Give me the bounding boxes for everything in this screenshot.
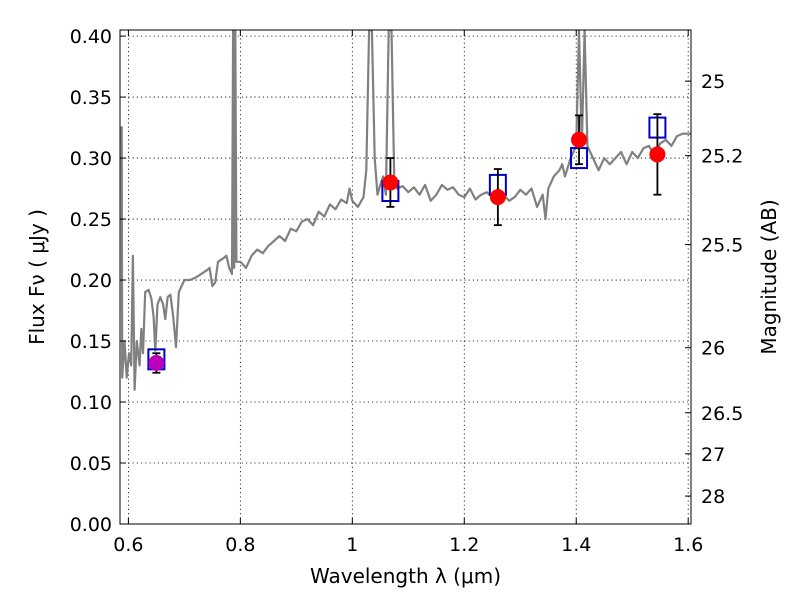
x-tick-label: 1.6 xyxy=(673,534,703,556)
y-tick-label: 0.10 xyxy=(70,392,112,414)
grid xyxy=(120,30,691,525)
observed-point xyxy=(148,354,165,371)
y-tick-label: 0.25 xyxy=(70,209,112,231)
y-axis-label: Flux Fν ( μJy ) xyxy=(25,209,49,345)
observed-point xyxy=(489,189,506,206)
y-tick-label: 0.20 xyxy=(70,270,112,292)
right-tick-label: 28 xyxy=(701,486,725,508)
x-axis-label: Wavelength λ (μm) xyxy=(310,564,501,588)
x-tick-label: 1 xyxy=(346,534,358,556)
observed-point xyxy=(571,131,588,148)
y-tick-label: 0.05 xyxy=(70,453,112,475)
right-tick-label: 25.2 xyxy=(701,146,743,168)
y-tick-label: 0.40 xyxy=(70,26,112,48)
x-tick-label: 1.4 xyxy=(561,534,591,556)
x-tick-label: 0.8 xyxy=(225,534,255,556)
right-tick-label: 25 xyxy=(701,71,725,93)
y-tick-label: 0.30 xyxy=(70,148,112,170)
right-tick-label: 25.5 xyxy=(701,235,743,257)
plot-frame xyxy=(119,29,692,525)
y-tick-label: 0.15 xyxy=(70,331,112,353)
plot-area xyxy=(120,30,691,391)
x-tick-label: 0.6 xyxy=(113,534,143,556)
x-tick-label: 1.2 xyxy=(449,534,479,556)
right-tick-label: 26.5 xyxy=(701,403,743,425)
observed-point xyxy=(382,174,399,191)
right-tick-label: 27 xyxy=(701,444,725,466)
observed-point xyxy=(649,146,666,163)
y-tick-label: 0.35 xyxy=(70,87,112,109)
spectrum-line xyxy=(120,30,691,391)
axes-ticks: 0.6 0.8 1 1.2 1.4 1.6 0.00 0.05 0.10 0.15 0.20 0.25… xyxy=(70,26,744,556)
right-axis-label: Magnitude (AB) xyxy=(757,199,781,354)
y-tick-label: 0.00 xyxy=(70,514,112,536)
right-tick-label: 26 xyxy=(701,338,725,360)
